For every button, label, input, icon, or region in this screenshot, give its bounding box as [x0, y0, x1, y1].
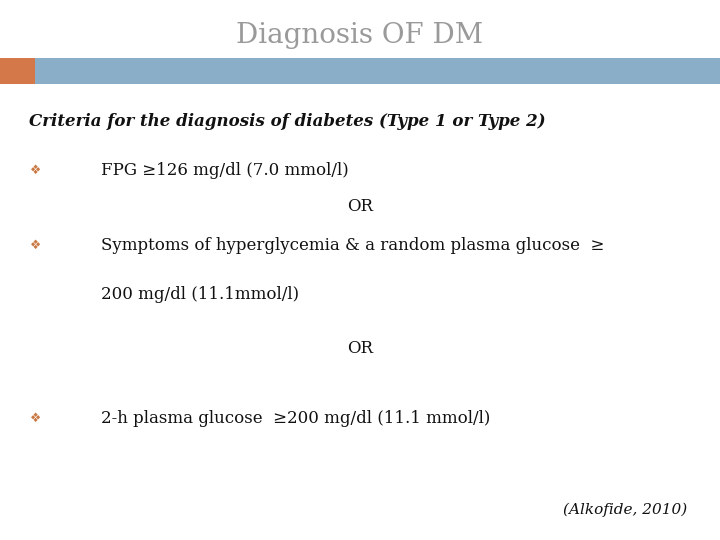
- Text: 2-h plasma glucose  ≥200 mg/dl (11.1 mmol/l): 2-h plasma glucose ≥200 mg/dl (11.1 mmol…: [101, 410, 490, 427]
- Text: OR: OR: [347, 198, 373, 215]
- Bar: [0, 58, 35, 84]
- Text: ❖: ❖: [30, 164, 42, 177]
- Text: 200 mg/dl (11.1mmol/l): 200 mg/dl (11.1mmol/l): [101, 286, 299, 303]
- Text: Symptoms of hyperglycemia & a random plasma glucose  ≥: Symptoms of hyperglycemia & a random pla…: [101, 237, 604, 254]
- Text: ❖: ❖: [30, 412, 42, 425]
- Text: ❖: ❖: [30, 239, 42, 252]
- Text: Criteria for the diagnosis of diabetes (Type 1 or Type 2): Criteria for the diagnosis of diabetes (…: [29, 113, 546, 130]
- Text: FPG ≥126 mg/dl (7.0 mmol/l): FPG ≥126 mg/dl (7.0 mmol/l): [101, 161, 348, 179]
- Text: (Alkofide, 2010): (Alkofide, 2010): [563, 503, 688, 517]
- Text: OR: OR: [347, 340, 373, 357]
- Text: Diagnosis OF DM: Diagnosis OF DM: [236, 22, 484, 49]
- Bar: [0, 58, 720, 84]
